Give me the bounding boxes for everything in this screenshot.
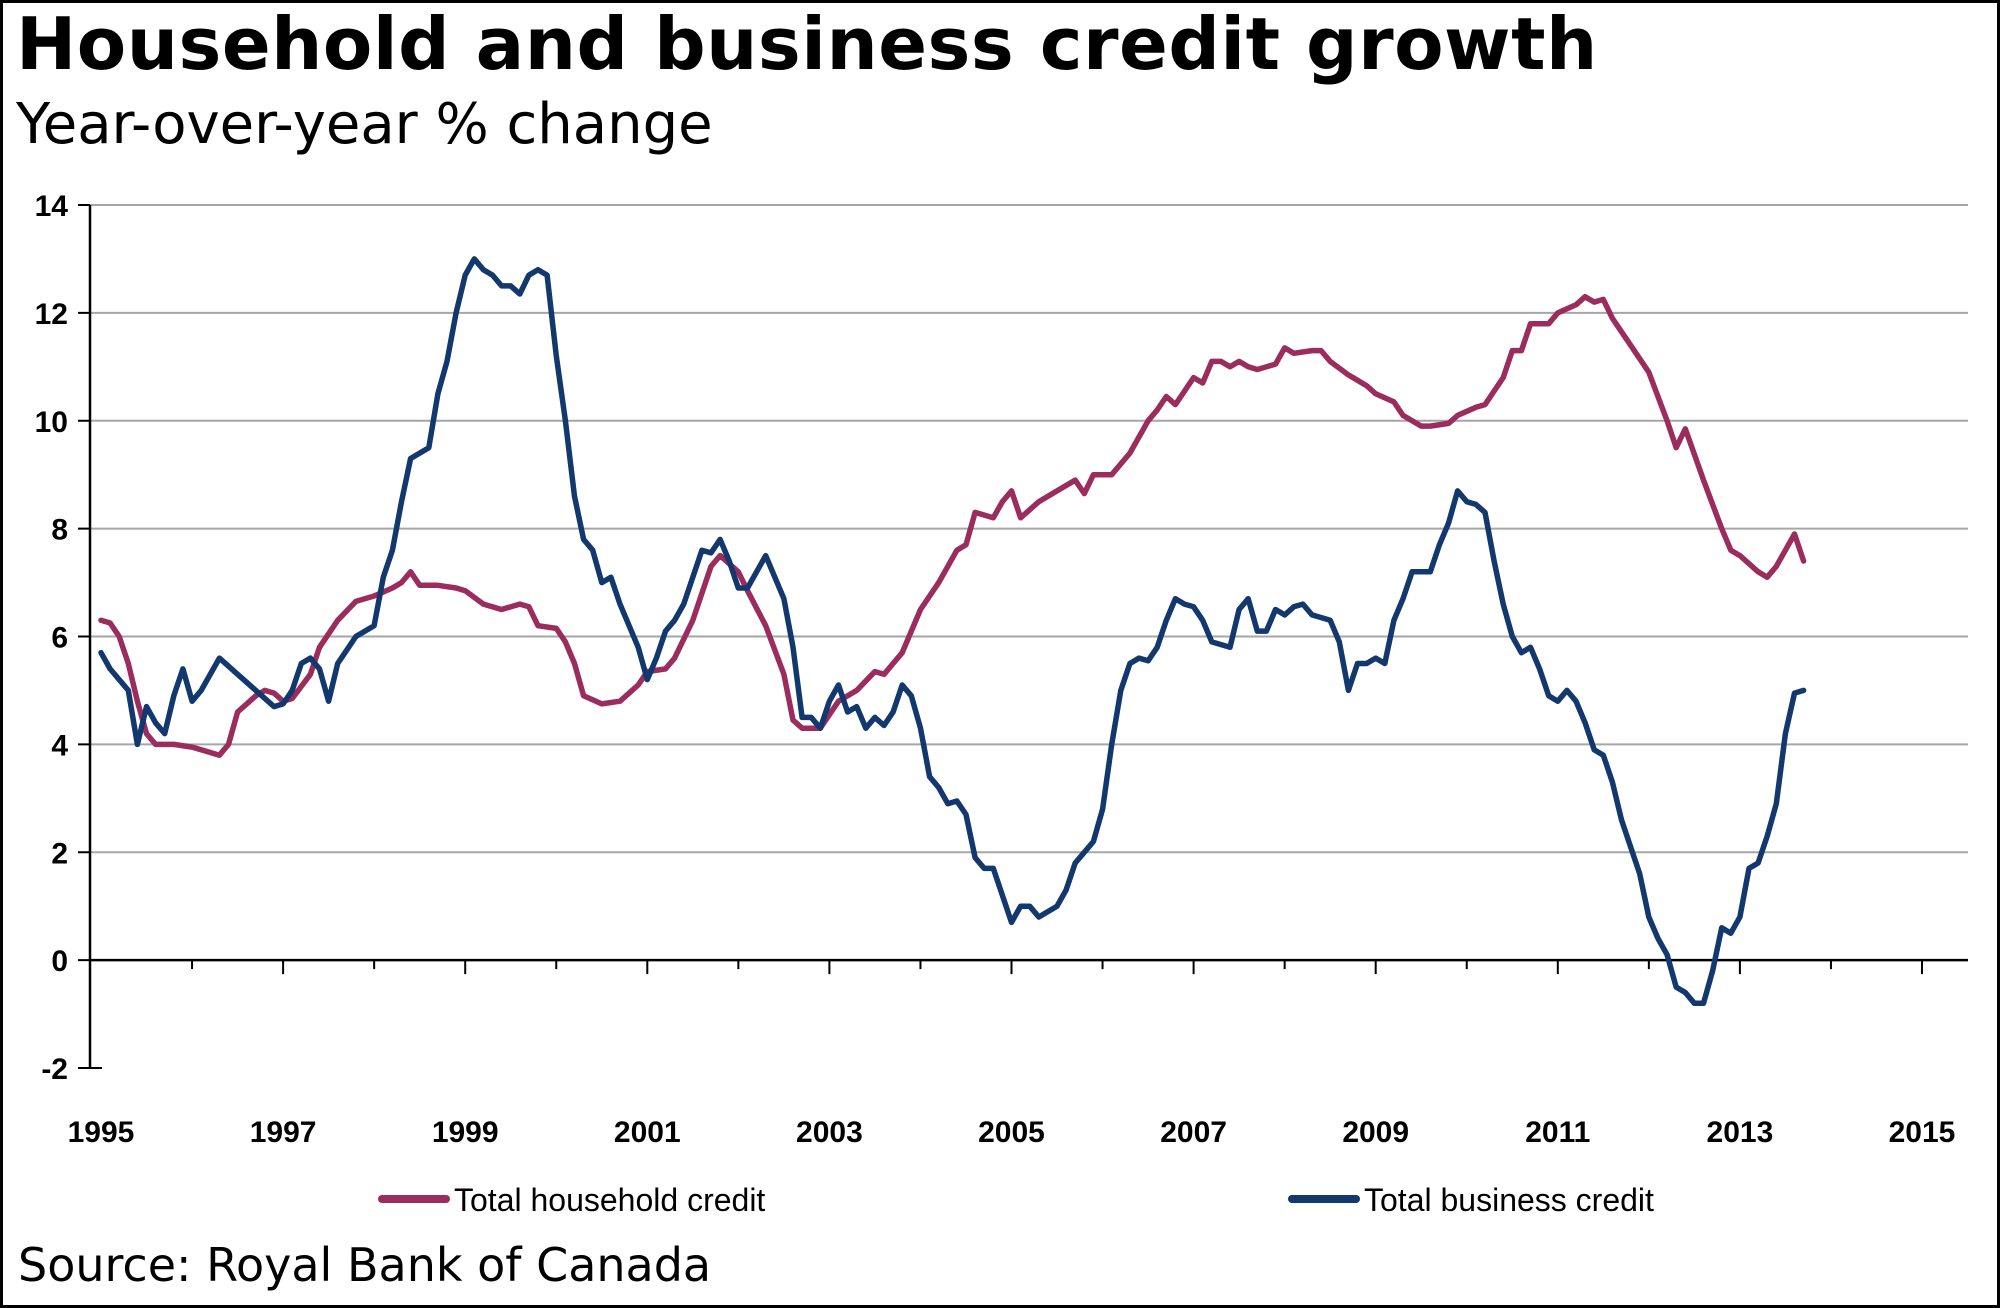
- series-lines: [98, 256, 1807, 1007]
- y-tick-label: 14: [35, 190, 69, 223]
- legend-label-household: Total household credit: [454, 1182, 765, 1218]
- y-axis-ticks: 14 12 10 8 6 4 2 0 -2: [35, 190, 90, 1086]
- gridlines: [90, 204, 1968, 854]
- y-tick-label: 10: [35, 406, 68, 439]
- legend: Total household credit Total business cre…: [378, 1182, 1654, 1218]
- x-tick-label: 2011: [1525, 1116, 1590, 1149]
- x-tick-label: 2009: [1342, 1116, 1409, 1149]
- y-tick-label: 12: [35, 298, 68, 331]
- x-tick-label: 1997: [250, 1116, 317, 1149]
- x-tick-label: 2013: [1707, 1116, 1774, 1149]
- y-tick-label: 8: [51, 514, 68, 547]
- chart-title: Household and business credit growth: [16, 2, 1598, 86]
- y-tick-label: -2: [41, 1053, 68, 1086]
- series-line-business-credit: [98, 256, 1807, 1007]
- y-tick-label: 2: [51, 837, 68, 870]
- x-tick-label: 2001: [614, 1116, 681, 1149]
- x-tick-label: 2007: [1160, 1116, 1227, 1149]
- x-tick-label: 1999: [432, 1116, 499, 1149]
- y-tick-label: 0: [51, 945, 68, 978]
- y-tick-label: 6: [51, 622, 68, 655]
- x-tick-label: 2003: [796, 1116, 863, 1149]
- chart-subtitle: Year-over-year % change: [16, 92, 713, 157]
- legend-label-business: Total business credit: [1364, 1182, 1654, 1218]
- series-line-household-credit: [98, 293, 1807, 758]
- y-tick-label: 4: [51, 729, 68, 762]
- x-tick-label: 1995: [68, 1116, 135, 1149]
- x-tick-label: 2015: [1889, 1116, 1956, 1149]
- x-axis-ticks: 1995 1997 1999 2001 2003 2005 2007 2009 2011 2013…: [68, 960, 1956, 1149]
- source-note: Source: Royal Bank of Canada: [18, 1238, 712, 1292]
- x-tick-label: 2005: [978, 1116, 1045, 1149]
